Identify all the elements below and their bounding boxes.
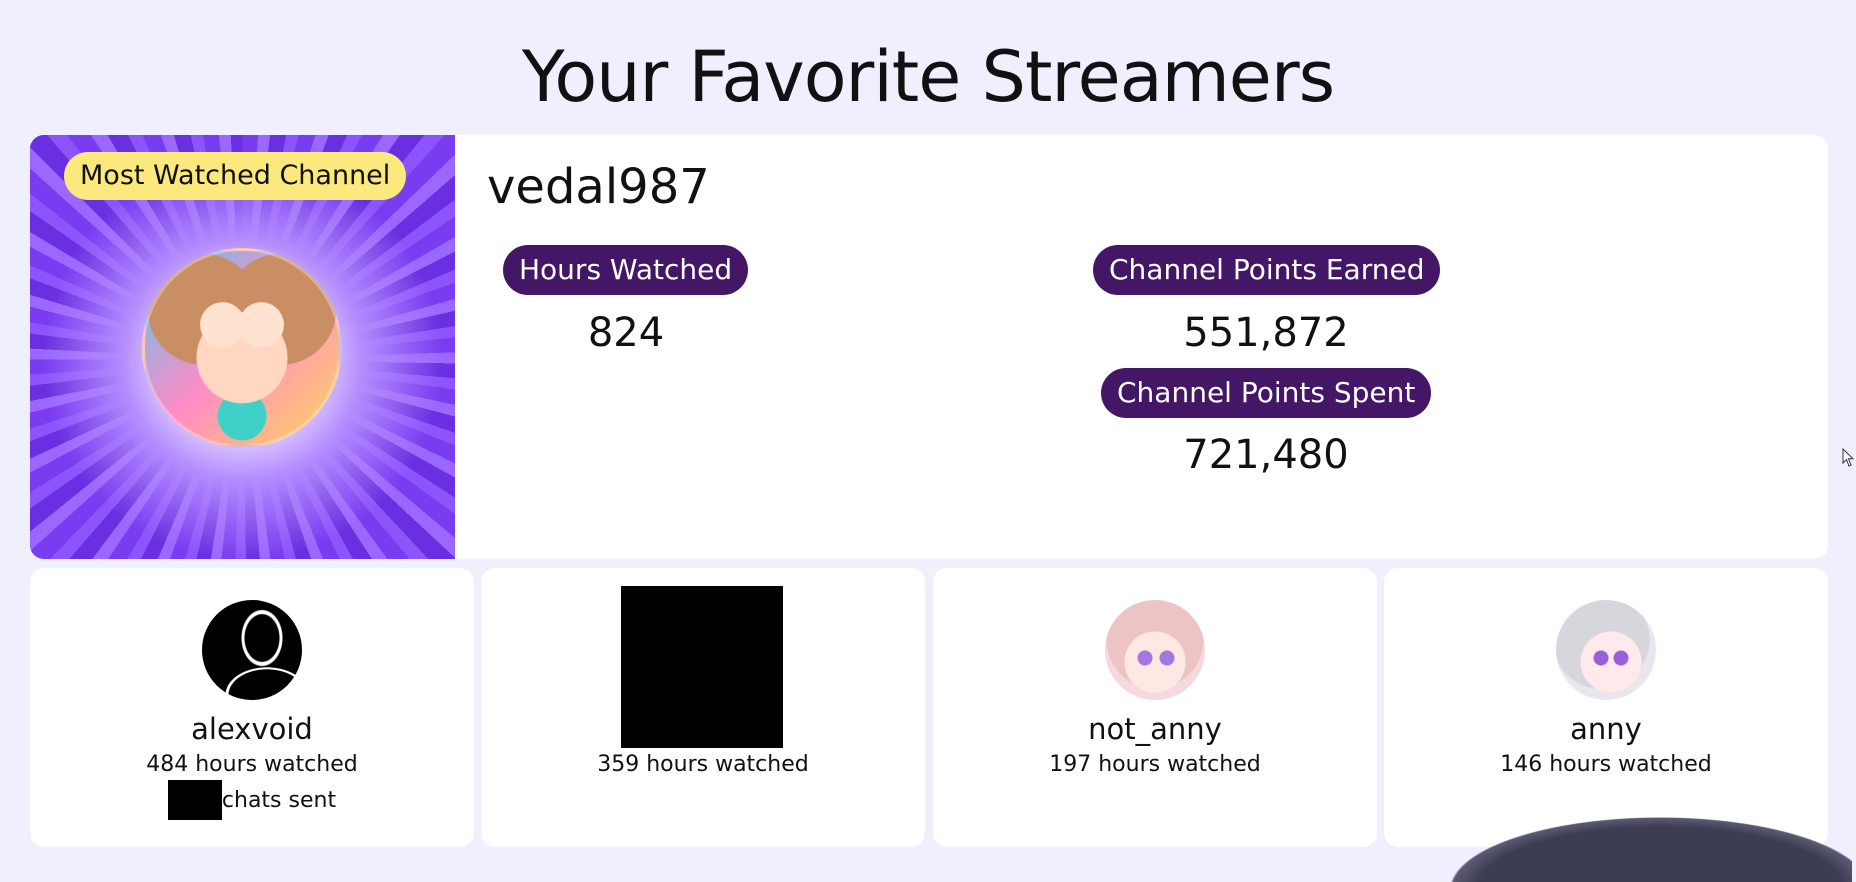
points-earned-value: 551,872 bbox=[1183, 310, 1349, 356]
page-title: Your Favorite Streamers bbox=[521, 36, 1335, 118]
points-spent-label: Channel Points Spent bbox=[1101, 368, 1432, 418]
streamer-card: 359 hours watched bbox=[481, 568, 925, 847]
hours-watched-label: Hours Watched bbox=[503, 245, 749, 295]
streamer-avatar bbox=[1105, 600, 1205, 700]
streamer-card: anny 146 hours watched bbox=[1384, 568, 1828, 847]
most-watched-badge: Most Watched Channel bbox=[64, 152, 407, 200]
streamer-card: not_anny 197 hours watched bbox=[933, 568, 1377, 847]
streamer-name: not_anny bbox=[1088, 712, 1222, 746]
hours-watched-value: 824 bbox=[587, 310, 665, 356]
redacted-avatar bbox=[621, 586, 783, 748]
redacted-chat-count bbox=[167, 780, 222, 820]
streamer-avatar bbox=[1556, 600, 1656, 700]
points-earned-label: Channel Points Earned bbox=[1093, 245, 1441, 295]
streamer-card: alexvoid 484 hours watched chats sent bbox=[30, 568, 474, 847]
streamer-hours: 359 hours watched bbox=[597, 752, 809, 777]
streamer-name: alexvoid bbox=[191, 712, 313, 746]
streamer-hours: 146 hours watched bbox=[1500, 752, 1712, 777]
streamer-avatar bbox=[202, 600, 302, 700]
streamer-hours: 197 hours watched bbox=[1049, 752, 1261, 777]
points-spent-value: 721,480 bbox=[1183, 432, 1349, 478]
channel-banner: Most Watched Channel bbox=[30, 135, 455, 559]
mouse-pointer-icon bbox=[1842, 448, 1854, 467]
streamer-hours: 484 hours watched bbox=[146, 752, 358, 777]
most-watched-card: Most Watched Channel vedal987 Hours Watc… bbox=[30, 135, 1828, 559]
top-channel-name: vedal987 bbox=[487, 159, 710, 215]
chats-sent-label: chats sent bbox=[221, 787, 337, 813]
top-channel-avatar bbox=[142, 248, 342, 448]
streamer-chats: chats sent bbox=[30, 780, 474, 820]
streamer-name: anny bbox=[1570, 712, 1642, 746]
background-character-art bbox=[1372, 810, 1852, 882]
